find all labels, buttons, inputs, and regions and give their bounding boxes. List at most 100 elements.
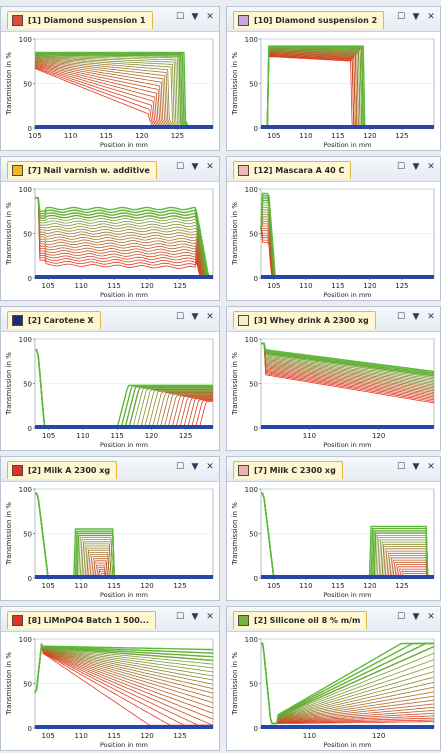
maximize-icon[interactable]: ☐ xyxy=(175,12,185,22)
panel-tab[interactable]: [7] Milk C 2300 xg xyxy=(233,461,343,479)
x-tick-label: 110 xyxy=(74,732,87,740)
maximize-icon[interactable]: ☐ xyxy=(396,462,406,472)
transmission-profile-line xyxy=(34,642,213,693)
baseline-bar xyxy=(261,425,434,429)
transmission-profile-line xyxy=(35,197,213,277)
maximize-icon[interactable]: ☐ xyxy=(175,312,185,322)
x-tick-label: 115 xyxy=(331,582,344,590)
panel-tab[interactable]: [2] Milk A 2300 xg xyxy=(7,461,118,479)
maximize-icon[interactable]: ☐ xyxy=(396,312,406,322)
close-icon[interactable]: ✕ xyxy=(427,162,435,172)
panel-titlebar: [12] Mascara A 40 C ☐ ▼ ✕ xyxy=(227,157,440,182)
menu-dropdown-icon[interactable]: ▼ xyxy=(412,462,420,472)
transmission-profile-line xyxy=(35,197,213,277)
transmission-profile-line xyxy=(261,642,434,725)
panel-tab[interactable]: [1] Diamond suspension 1 xyxy=(7,11,153,29)
close-icon[interactable]: ✕ xyxy=(427,312,435,322)
transmission-profile-line xyxy=(261,643,435,724)
sample-color-swatch xyxy=(12,615,23,626)
close-icon[interactable]: ✕ xyxy=(206,462,214,472)
close-icon[interactable]: ✕ xyxy=(427,612,435,622)
panel-tab[interactable]: [7] Nail varnish w. additive xyxy=(7,161,157,179)
transmission-profile-line xyxy=(35,197,213,277)
x-tick-label: 125 xyxy=(395,132,408,140)
transmission-chart: 0 50 100 105 110 115 120 125 Position in mm Trans… xyxy=(5,486,214,599)
maximize-icon[interactable]: ☐ xyxy=(175,462,185,472)
window-controls: ☐ ▼ ✕ xyxy=(175,162,215,172)
transmission-profile-line xyxy=(261,643,434,724)
chart-panel-p6: [3] Whey drink A 2300 xg ☐ ▼ ✕ 0 50 100 110 120 P… xyxy=(226,306,441,451)
x-tick-label: 110 xyxy=(74,282,87,290)
sample-color-swatch xyxy=(238,615,249,626)
menu-dropdown-icon[interactable]: ▼ xyxy=(191,12,199,22)
transmission-profile-line xyxy=(35,197,213,277)
close-icon[interactable]: ✕ xyxy=(427,12,435,22)
maximize-icon[interactable]: ☐ xyxy=(396,162,406,172)
x-tick-label: 105 xyxy=(267,582,280,590)
transmission-profile-line xyxy=(35,197,213,277)
x-axis-label: Position in mm xyxy=(323,141,371,149)
transmission-profile-line xyxy=(261,342,435,374)
window-controls: ☐ ▼ ✕ xyxy=(396,312,436,322)
transmission-chart: 0 50 100 105 110 115 120 125 Position in mm Trans… xyxy=(5,186,214,299)
menu-dropdown-icon[interactable]: ▼ xyxy=(191,162,199,172)
menu-dropdown-icon[interactable]: ▼ xyxy=(412,12,420,22)
y-tick-label: 50 xyxy=(249,381,258,389)
maximize-icon[interactable]: ☐ xyxy=(175,162,185,172)
baseline-bar xyxy=(35,125,213,129)
close-icon[interactable]: ✕ xyxy=(206,162,214,172)
transmission-profile-line xyxy=(35,197,213,277)
transmission-profile-line xyxy=(35,53,213,129)
panel-tab[interactable]: [12] Mascara A 40 C xyxy=(233,161,352,179)
panel-title: [1] Diamond suspension 1 xyxy=(28,16,146,25)
menu-dropdown-icon[interactable]: ▼ xyxy=(191,612,199,622)
window-controls: ☐ ▼ ✕ xyxy=(175,312,215,322)
y-axis-label: Transmission in % xyxy=(231,652,239,716)
x-tick-label: 115 xyxy=(331,282,344,290)
x-axis-label: Position in mm xyxy=(100,741,148,749)
transmission-profile-line xyxy=(34,644,214,694)
panel-tab[interactable]: [3] Whey drink A 2300 xg xyxy=(233,311,376,329)
menu-dropdown-icon[interactable]: ▼ xyxy=(412,612,420,622)
transmission-profile-line xyxy=(34,644,213,726)
transmission-profile-line xyxy=(261,343,435,378)
x-axis-label: Position in mm xyxy=(100,141,148,149)
x-tick-label: 115 xyxy=(110,432,123,440)
chart-panel-p7: [2] Milk A 2300 xg ☐ ▼ ✕ 0 50 100 105 110 115 120 1… xyxy=(0,456,220,601)
panel-tab[interactable]: [2] Silicone oil 8 % m/m xyxy=(233,611,368,629)
menu-dropdown-icon[interactable]: ▼ xyxy=(191,462,199,472)
transmission-profile-line xyxy=(261,643,435,724)
chart-panel-p4: [12] Mascara A 40 C ☐ ▼ ✕ 0 50 100 105 110 115 120… xyxy=(226,156,441,301)
x-tick-label: 125 xyxy=(171,132,184,140)
transmission-profile-line xyxy=(261,342,435,377)
transmission-profile-line xyxy=(261,643,435,724)
maximize-icon[interactable]: ☐ xyxy=(175,612,185,622)
y-tick-label: 100 xyxy=(19,636,32,644)
maximize-icon[interactable]: ☐ xyxy=(396,12,406,22)
menu-dropdown-icon[interactable]: ▼ xyxy=(191,312,199,322)
chart-panel-p3: [7] Nail varnish w. additive ☐ ▼ ✕ 0 50 100 105… xyxy=(0,156,220,301)
transmission-profile-line xyxy=(261,642,434,725)
transmission-profile-line xyxy=(261,642,435,725)
close-icon[interactable]: ✕ xyxy=(206,12,214,22)
x-tick-label: 125 xyxy=(173,732,186,740)
close-icon[interactable]: ✕ xyxy=(206,312,214,322)
close-icon[interactable]: ✕ xyxy=(206,612,214,622)
transmission-profile-line xyxy=(261,643,435,724)
y-axis-label: Transmission in % xyxy=(231,502,239,566)
y-tick-label: 100 xyxy=(245,336,258,344)
sample-color-swatch xyxy=(12,15,23,26)
menu-dropdown-icon[interactable]: ▼ xyxy=(412,162,420,172)
maximize-icon[interactable]: ☐ xyxy=(396,612,406,622)
panel-tab[interactable]: [2] Carotene X xyxy=(7,311,101,329)
transmission-profile-line xyxy=(35,197,213,277)
window-controls: ☐ ▼ ✕ xyxy=(396,162,436,172)
sample-color-swatch xyxy=(12,165,23,176)
panel-tab[interactable]: [8] LiMnPO4 Batch 1 500... xyxy=(7,611,156,629)
menu-dropdown-icon[interactable]: ▼ xyxy=(412,312,420,322)
x-tick-label: 110 xyxy=(64,132,77,140)
y-tick-label: 0 xyxy=(28,425,32,433)
close-icon[interactable]: ✕ xyxy=(427,462,435,472)
panel-tab[interactable]: [10] Diamond suspension 2 xyxy=(233,11,385,29)
transmission-profile-line xyxy=(35,197,213,277)
